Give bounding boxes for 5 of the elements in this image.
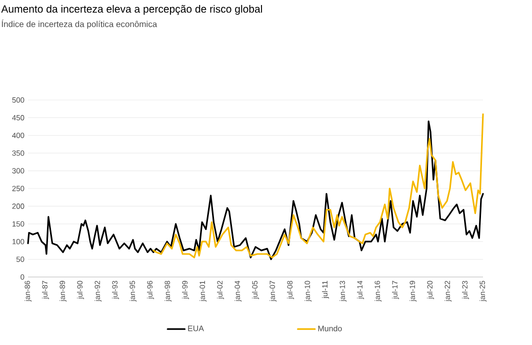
legend-label: EUA [188,326,204,332]
chart-subtitle: Índice de incerteza da política econômica [2,20,158,29]
line-series [27,120,484,260]
legend-label: Mundo [318,325,342,332]
chart-title: Aumento da incerteza eleva a percepção de risco global [1,4,262,15]
